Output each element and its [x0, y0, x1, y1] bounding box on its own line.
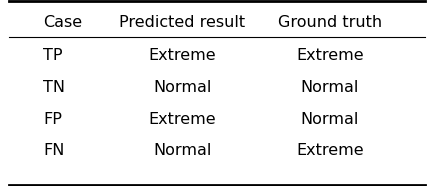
Text: Normal: Normal — [153, 80, 211, 95]
Text: Case: Case — [43, 15, 82, 30]
Text: Normal: Normal — [301, 112, 359, 126]
Text: Extreme: Extreme — [296, 143, 364, 158]
Text: Extreme: Extreme — [296, 48, 364, 63]
Text: Ground truth: Ground truth — [278, 15, 382, 30]
Text: Extreme: Extreme — [148, 48, 216, 63]
Text: Normal: Normal — [153, 143, 211, 158]
Text: Predicted result: Predicted result — [119, 15, 245, 30]
Text: Extreme: Extreme — [148, 112, 216, 126]
Text: TN: TN — [43, 80, 66, 95]
Text: Normal: Normal — [301, 80, 359, 95]
Text: TP: TP — [43, 48, 63, 63]
Text: FN: FN — [43, 143, 65, 158]
Text: FP: FP — [43, 112, 62, 126]
